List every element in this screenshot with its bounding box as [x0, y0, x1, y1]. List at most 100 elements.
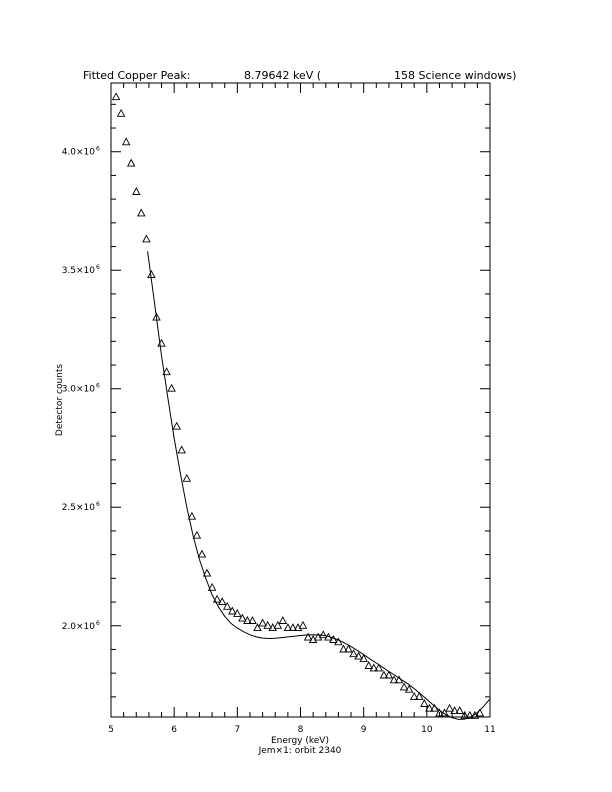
data-point: [369, 663, 379, 672]
data-point: [263, 620, 272, 629]
data-point: [167, 383, 176, 392]
chart-title-part-1: Fitted Copper Peak:: [83, 69, 190, 82]
y-tick-label-exponent: 6: [96, 501, 100, 508]
data-point: [329, 635, 338, 643]
chart-title-part-2: 8.79642 keV (: [244, 69, 321, 82]
data-point: [142, 234, 151, 243]
data-point: [228, 606, 237, 615]
data-point: [440, 708, 449, 717]
data-point: [460, 710, 469, 719]
data-point: [298, 620, 308, 629]
data-points: [111, 92, 485, 719]
data-point: [455, 706, 464, 715]
data-point: [116, 108, 126, 117]
x-tick-label: 5: [108, 725, 114, 735]
data-point: [425, 703, 434, 712]
data-point: [349, 649, 358, 658]
x-tick-label: 9: [361, 725, 367, 735]
fit-curve-line: [147, 251, 491, 720]
chart-title: Fitted Copper Peak: 8.79642 keV ( 158 Sc…: [83, 69, 516, 82]
data-point: [132, 187, 141, 195]
data-point: [430, 703, 439, 712]
data-point: [409, 691, 419, 700]
data-point: [374, 663, 384, 672]
data-point: [126, 158, 136, 167]
y-tick-label-exponent: 6: [96, 620, 100, 627]
data-point: [147, 270, 156, 278]
data-point: [445, 703, 454, 712]
data-point: [475, 708, 485, 717]
x-tick-label: 6: [171, 725, 177, 735]
data-point: [394, 675, 404, 684]
y-axis-label: Detector counts: [55, 364, 65, 436]
y-tick-label-exponent: 6: [96, 146, 100, 153]
data-point: [212, 594, 222, 603]
data-point: [344, 644, 353, 653]
data-point: [450, 706, 459, 715]
data-point: [339, 644, 348, 653]
data-point: [238, 613, 247, 622]
x-tick-label: 10: [421, 725, 433, 735]
data-point: [187, 511, 197, 520]
data-point: [177, 445, 186, 454]
data-point: [172, 421, 181, 430]
data-point: [435, 708, 444, 717]
data-point: [217, 597, 227, 606]
data-point: [283, 623, 293, 632]
data-point: [182, 473, 192, 482]
data-point: [324, 632, 333, 641]
y-tick-label: 2.0×10: [62, 622, 96, 632]
data-point: [420, 699, 429, 707]
data-point: [222, 601, 232, 610]
x-tick-label: 8: [298, 725, 304, 735]
major-ticks: [110, 83, 491, 717]
data-point: [248, 616, 257, 624]
data-point: [157, 338, 166, 347]
data-point: [152, 312, 161, 321]
data-point: [404, 684, 414, 693]
data-point: [253, 623, 262, 632]
chart-title-part-3: 158 Science windows): [394, 69, 516, 82]
data-point: [334, 637, 343, 646]
data-point: [318, 630, 328, 639]
y-tick-label: 2.5×10: [62, 503, 96, 513]
data-point: [399, 682, 409, 691]
data-point: [389, 675, 399, 684]
x-tick-label: 7: [234, 725, 240, 735]
data-point: [273, 620, 283, 629]
data-point: [278, 616, 288, 624]
data-point: [207, 582, 217, 591]
footer-label: Jem×1: orbit 2340: [258, 746, 342, 756]
x-tick-labels: 5 6 7 8 9 10 11: [108, 725, 496, 735]
y-tick-label-exponent: 6: [96, 383, 100, 390]
y-tick-label: 3.5×10: [62, 266, 96, 276]
data-point: [379, 670, 389, 679]
data-point: [233, 608, 242, 617]
data-point: [359, 653, 368, 662]
x-axis-label: Energy (keV): [271, 736, 329, 746]
data-point: [202, 568, 212, 577]
y-tick-labels: 2.0×10 62.5×10 63.0×10 63.5×10 64.0×10 6: [62, 146, 100, 632]
data-point: [121, 137, 131, 146]
data-point: [192, 530, 202, 539]
y-tick-label-exponent: 6: [96, 264, 100, 271]
data-point: [465, 710, 475, 719]
data-point: [288, 623, 298, 632]
data-point: [354, 651, 363, 660]
minor-ticks: [111, 83, 490, 717]
y-tick-label: 4.0×10: [62, 148, 96, 158]
data-point: [243, 616, 252, 624]
fit-curve: [147, 251, 491, 720]
data-point: [364, 661, 373, 669]
data-point: [137, 208, 146, 217]
data-point: [303, 632, 313, 641]
y-tick-label: 3.0×10: [62, 385, 96, 395]
x-tick-label: 11: [484, 725, 495, 735]
data-point: [415, 691, 424, 700]
data-point: [197, 549, 207, 558]
data-point: [384, 670, 394, 679]
data-point: [162, 367, 171, 376]
data-point: [111, 92, 121, 101]
data-point: [258, 618, 267, 627]
